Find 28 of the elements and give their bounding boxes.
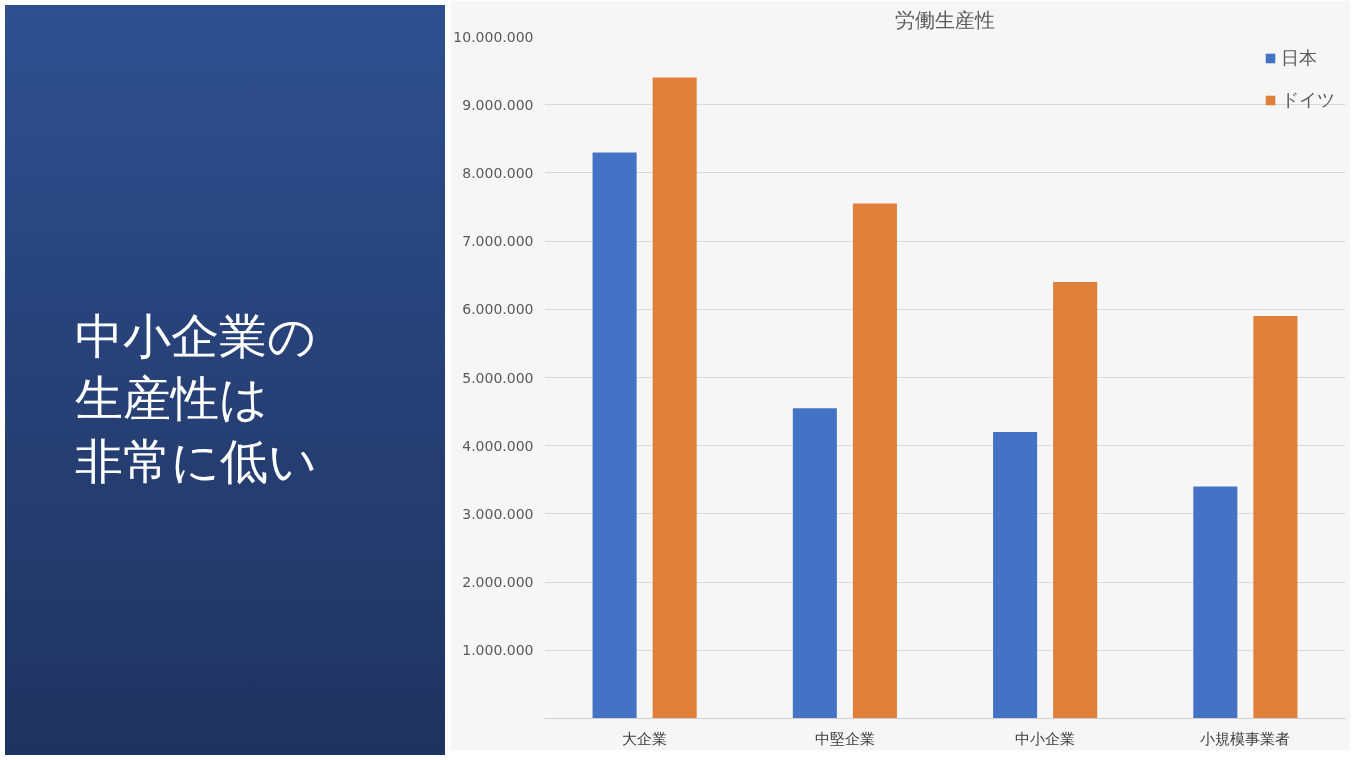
- chart-title: 労働生産性: [895, 7, 995, 32]
- text: 中小企業の: [75, 307, 317, 366]
- bar: [792, 408, 837, 719]
- y-tick-label: 5.000.000: [462, 369, 534, 386]
- x-tick-label: 小規模事業者: [1200, 729, 1291, 748]
- x-tick-label: 大企業: [622, 729, 668, 748]
- legend-label: 日本: [1281, 46, 1317, 70]
- y-tick-label: 6.000.000: [462, 301, 534, 318]
- y-tick-label: 7.000.000: [462, 233, 534, 250]
- bar: [592, 152, 637, 719]
- legend-label: ドイツ: [1281, 88, 1335, 112]
- bar: [852, 203, 897, 719]
- y-tick-label: 4.000.000: [462, 437, 534, 454]
- text: 生産性は: [75, 369, 269, 429]
- bar: [993, 432, 1038, 719]
- text: 非常に低い: [75, 431, 317, 491]
- y-tick-label: 9.000.000: [462, 96, 534, 113]
- y-tick-label: 8.000.000: [462, 164, 534, 181]
- bar: [1193, 486, 1238, 719]
- y-tick-label: 1.000.000: [462, 642, 534, 659]
- x-tick-label: 中堅企業: [814, 729, 875, 748]
- bar: [1253, 316, 1298, 719]
- y-tick-label: 2.000.000: [462, 574, 534, 591]
- y-tick-label: 10.000.000: [453, 28, 534, 45]
- bar: [652, 77, 697, 719]
- bar: [1053, 282, 1098, 719]
- y-tick-label: 3.000.000: [462, 505, 534, 522]
- x-tick-label: 中小企業: [1015, 729, 1076, 748]
